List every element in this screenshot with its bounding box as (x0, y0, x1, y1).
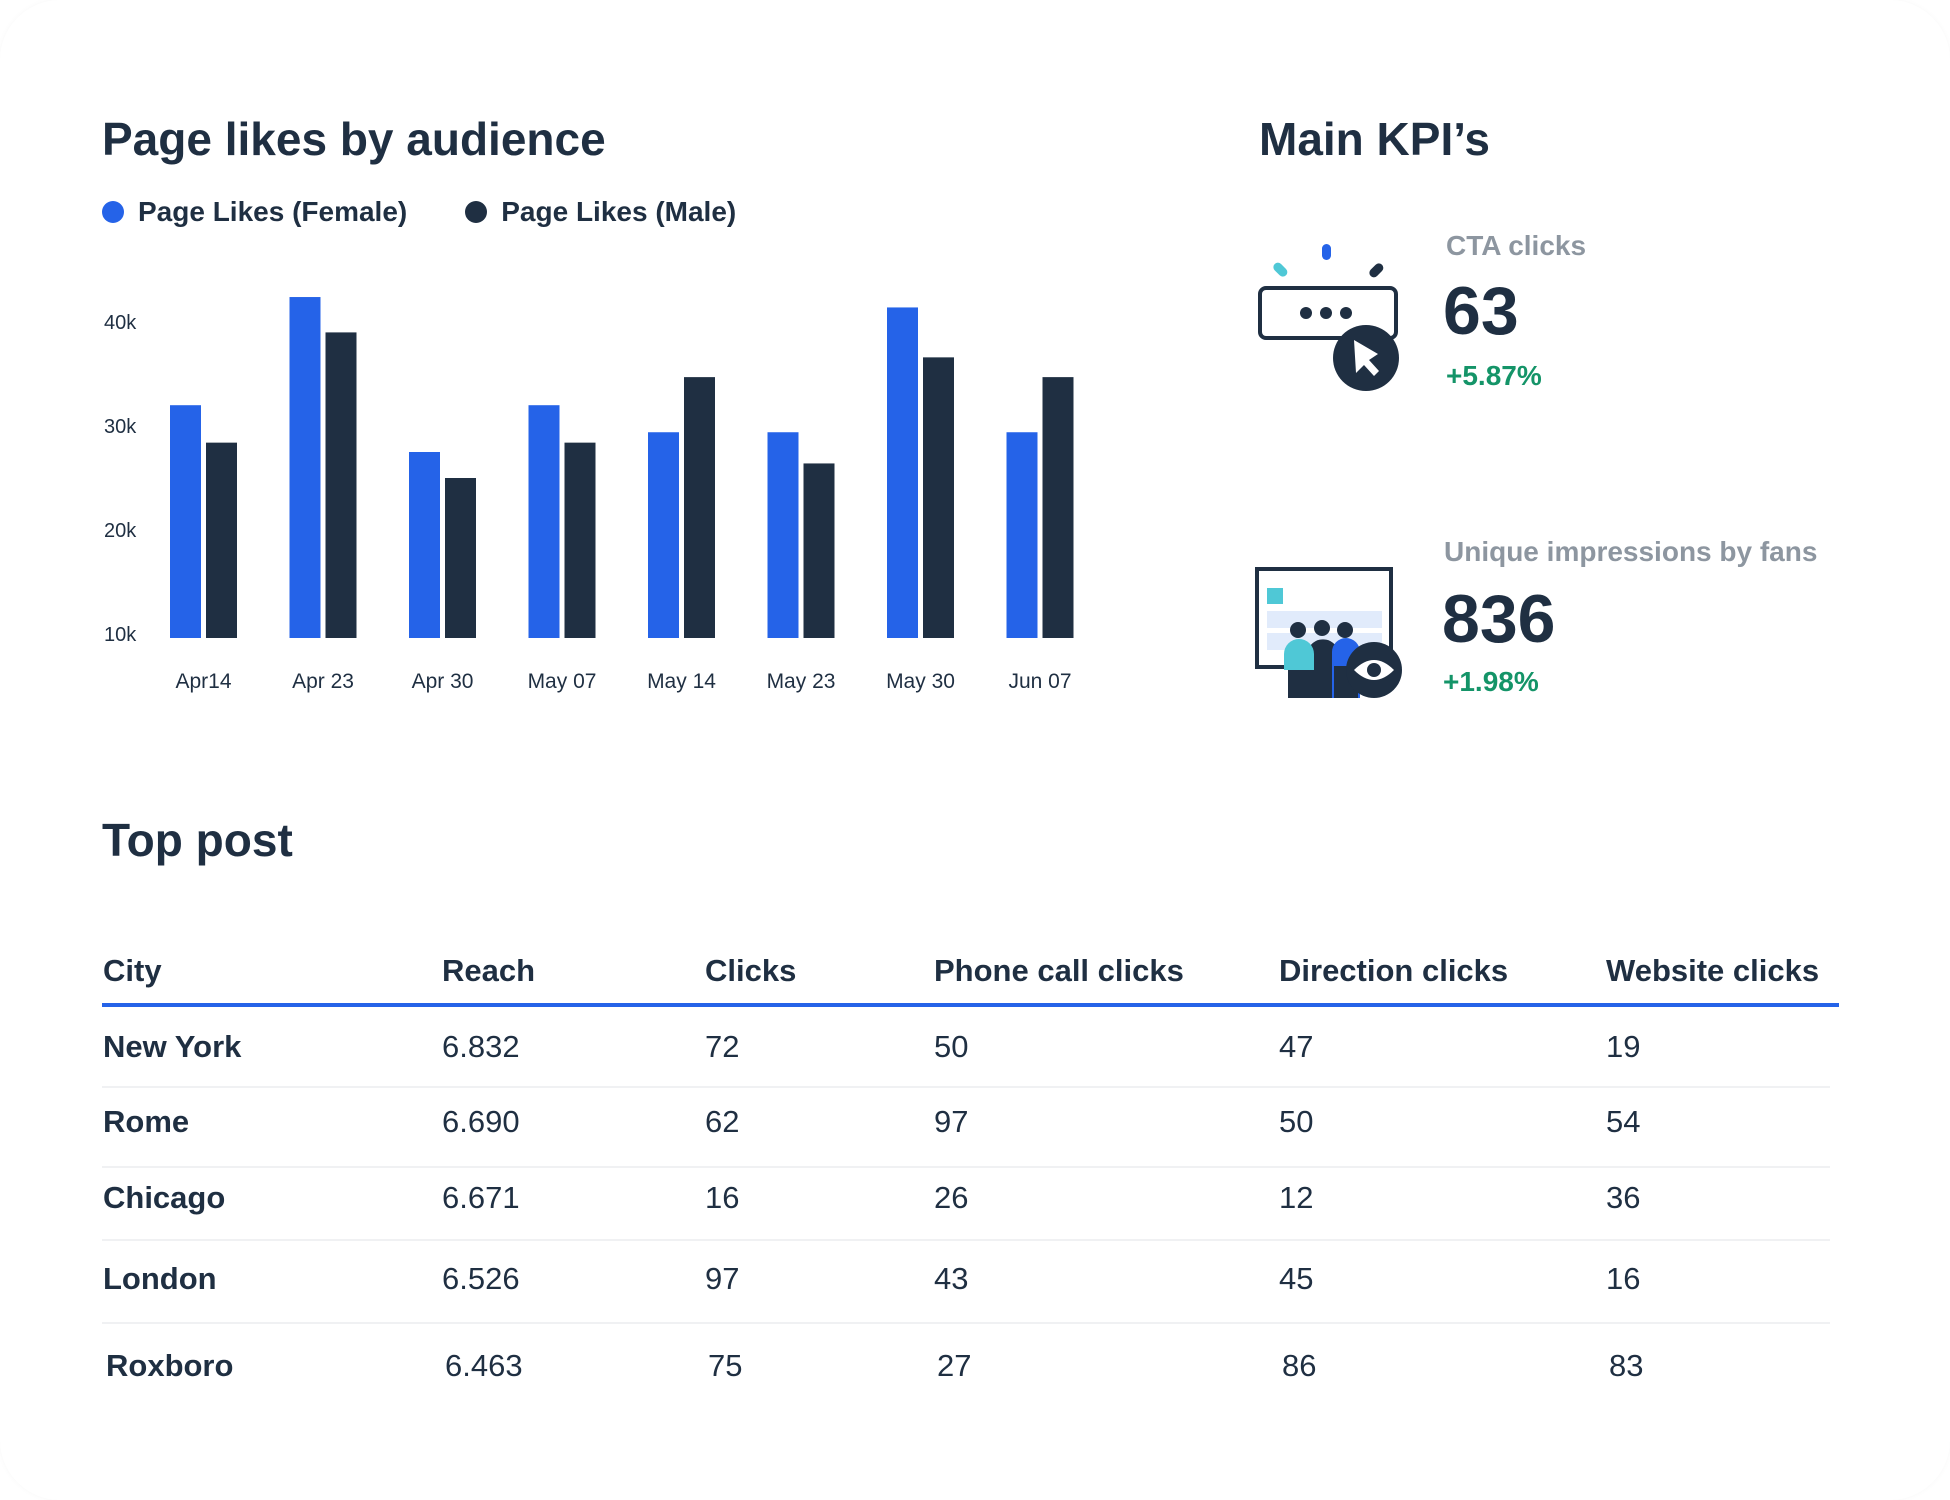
audience-eye-icon (1255, 567, 1402, 698)
bar-male (445, 478, 476, 638)
x-tick-label: Apr14 (175, 670, 231, 693)
cell-direction-clicks: 47 (1279, 1029, 1314, 1064)
y-tick-label: 10k (104, 624, 137, 646)
row-divider (102, 1322, 1830, 1324)
cell-direction-clicks: 50 (1279, 1104, 1314, 1139)
x-tick-label: May 14 (647, 670, 716, 693)
cell-website-clicks: 36 (1606, 1180, 1641, 1215)
bar-male (564, 442, 596, 638)
bar-female (170, 405, 201, 638)
cell-city: Chicago (103, 1180, 226, 1215)
legend-label-male: Page Likes (Male) (501, 196, 737, 227)
column-header-direction-clicks: Direction clicks (1279, 953, 1509, 988)
row-divider (102, 1239, 1830, 1241)
cell-direction-clicks: 86 (1282, 1348, 1317, 1383)
bar-male (803, 463, 835, 638)
column-header-clicks: Clicks (705, 953, 797, 988)
y-tick-label: 30k (104, 416, 137, 438)
cell-reach: 6.526 (442, 1261, 520, 1296)
bar-male (923, 357, 954, 638)
column-header-reach: Reach (442, 953, 536, 988)
y-tick-label: 20k (104, 520, 137, 542)
table-title: Top post (102, 814, 293, 866)
cell-website-clicks: 16 (1606, 1261, 1641, 1296)
cell-city: Rome (103, 1104, 190, 1139)
cell-phone-call-clicks: 50 (934, 1029, 969, 1064)
legend-dot-male (465, 201, 488, 223)
cell-city: London (103, 1261, 217, 1296)
kpi-value-cta: 63 (1443, 273, 1519, 349)
cell-clicks: 97 (705, 1261, 740, 1296)
cell-phone-call-clicks: 97 (934, 1104, 969, 1139)
row-divider (102, 1166, 1830, 1168)
chart-legend: Page Likes (Female) Page Likes (Male) (102, 196, 794, 228)
kpi-value-impressions: 836 (1442, 581, 1556, 657)
cell-reach: 6.463 (445, 1348, 523, 1383)
cell-reach: 6.690 (442, 1104, 520, 1139)
cell-reach: 6.832 (442, 1029, 520, 1064)
bar-male (206, 442, 237, 638)
chart-title: Page likes by audience (102, 113, 606, 165)
cell-clicks: 16 (705, 1180, 740, 1215)
cell-clicks: 62 (705, 1104, 740, 1139)
cell-phone-call-clicks: 43 (934, 1261, 969, 1296)
y-tick-label: 40k (104, 312, 137, 334)
x-tick-label: May 07 (528, 670, 597, 693)
cell-city: Roxboro (106, 1348, 234, 1383)
kpi-title: Main KPI’s (1259, 113, 1490, 165)
bar-chart: 10k 20k 30k 40k Apr14 Apr 23 Apr 30 May 07 May 1… (104, 297, 1074, 693)
bar-female (767, 432, 799, 638)
row-divider (102, 1086, 1830, 1088)
cell-phone-call-clicks: 26 (934, 1180, 969, 1215)
bar-male (684, 377, 715, 638)
cell-clicks: 72 (705, 1029, 740, 1064)
column-header-city: City (103, 953, 162, 988)
column-header-website-clicks: Website clicks (1606, 953, 1820, 988)
bar-female (887, 307, 918, 638)
bar-female (648, 432, 679, 638)
cell-phone-call-clicks: 27 (937, 1348, 972, 1383)
legend-label-female: Page Likes (Female) (138, 196, 408, 227)
x-tick-label: May 23 (767, 670, 836, 693)
bar-female (1006, 432, 1038, 638)
legend-item-male: Page Likes (Male) (465, 196, 736, 228)
cell-website-clicks: 19 (1606, 1029, 1641, 1064)
cell-website-clicks: 83 (1609, 1348, 1644, 1383)
legend-item-female: Page Likes (Female) (102, 196, 407, 228)
column-header-phone-call-clicks: Phone call clicks (934, 953, 1184, 988)
bar-male (325, 332, 357, 638)
header-divider (102, 1003, 1839, 1007)
kpi-label-impressions: Unique impressions by fans (1444, 536, 1818, 567)
x-tick-label: Apr 23 (292, 670, 354, 693)
cell-direction-clicks: 12 (1279, 1180, 1314, 1215)
cell-clicks: 75 (708, 1348, 743, 1383)
kpi-delta-cta: +5.87% (1446, 360, 1542, 391)
x-tick-label: Apr 30 (412, 670, 474, 693)
cell-website-clicks: 54 (1606, 1104, 1641, 1139)
x-tick-label: Jun 07 (1008, 670, 1071, 693)
bar-female (409, 452, 440, 638)
cell-city: New York (103, 1029, 242, 1064)
cell-direction-clicks: 45 (1279, 1261, 1314, 1296)
kpi-label-cta: CTA clicks (1446, 230, 1587, 261)
legend-dot-female (102, 201, 124, 223)
x-tick-label: May 30 (886, 670, 955, 693)
kpi-delta-impressions: +1.98% (1443, 666, 1539, 697)
bar-female (528, 405, 560, 638)
bar-male (1042, 377, 1074, 638)
bar-female (289, 297, 321, 638)
cursor-click-icon (1258, 244, 1399, 391)
cell-reach: 6.671 (442, 1180, 520, 1215)
